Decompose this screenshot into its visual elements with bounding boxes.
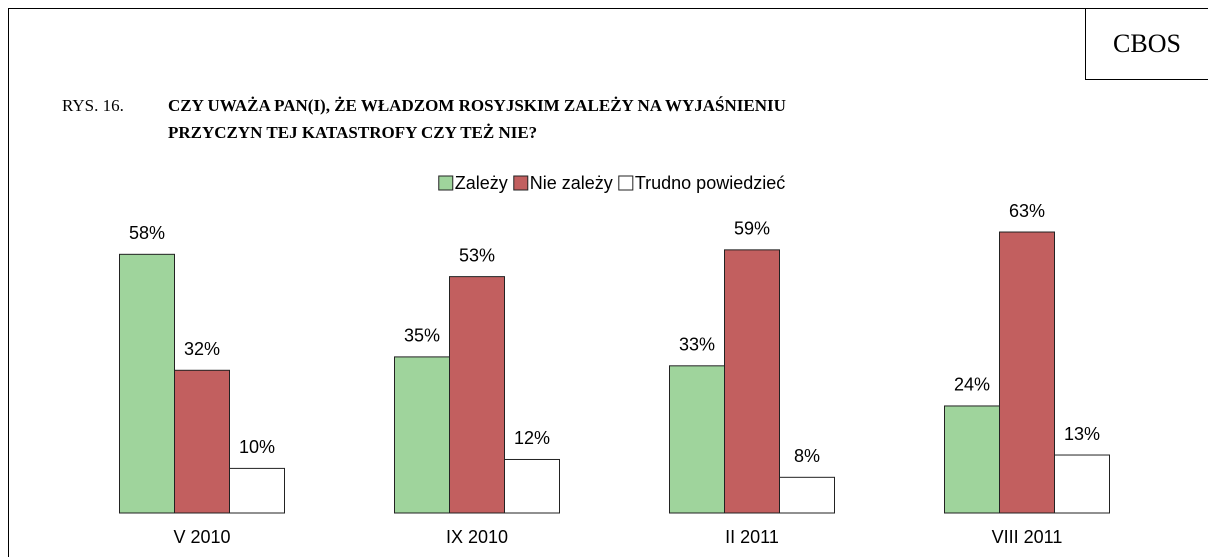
- x-tick-label: IX 2010: [446, 527, 508, 547]
- bar: [449, 276, 505, 514]
- data-label: 63%: [1009, 201, 1045, 221]
- bar: [779, 476, 835, 514]
- data-label: 32%: [184, 339, 220, 359]
- frame: [8, 8, 1208, 557]
- data-label: 58%: [129, 223, 165, 243]
- legend-swatch: [438, 175, 454, 191]
- bar: [229, 467, 285, 514]
- data-label: 12%: [514, 428, 550, 448]
- x-tick-label: VIII 2011: [992, 527, 1063, 547]
- figure-label: RYS. 16.: [62, 96, 124, 115]
- bar: [119, 253, 175, 514]
- data-label: 24%: [954, 375, 990, 395]
- source-logo: CBOS: [1085, 8, 1208, 80]
- data-label: 10%: [239, 437, 275, 457]
- data-label: 53%: [459, 245, 495, 265]
- bar: [504, 458, 560, 514]
- bar: [669, 365, 725, 514]
- legend-label: Zależy: [455, 173, 508, 193]
- bar: [944, 405, 1000, 514]
- bar: [1054, 454, 1110, 514]
- legend-swatch: [513, 175, 529, 191]
- x-tick-label: II 2011: [725, 527, 779, 547]
- data-label: 35%: [404, 326, 440, 346]
- x-tick-label: V 2010: [173, 527, 230, 547]
- data-label: 59%: [734, 219, 770, 239]
- legend-label: Trudno powiedzieć: [635, 173, 785, 193]
- legend-swatch: [618, 175, 634, 191]
- data-label: 8%: [794, 446, 820, 466]
- bar: [174, 369, 230, 514]
- bar: [724, 249, 780, 514]
- bar: [999, 231, 1055, 514]
- data-label: 33%: [679, 335, 715, 355]
- bar: [394, 356, 450, 514]
- legend-label: Nie zależy: [530, 173, 613, 193]
- chart-title: CZY UWAŻA PAN(I), ŻE WŁADZOM ROSYJSKIM Z…: [168, 96, 786, 142]
- data-label: 13%: [1064, 424, 1100, 444]
